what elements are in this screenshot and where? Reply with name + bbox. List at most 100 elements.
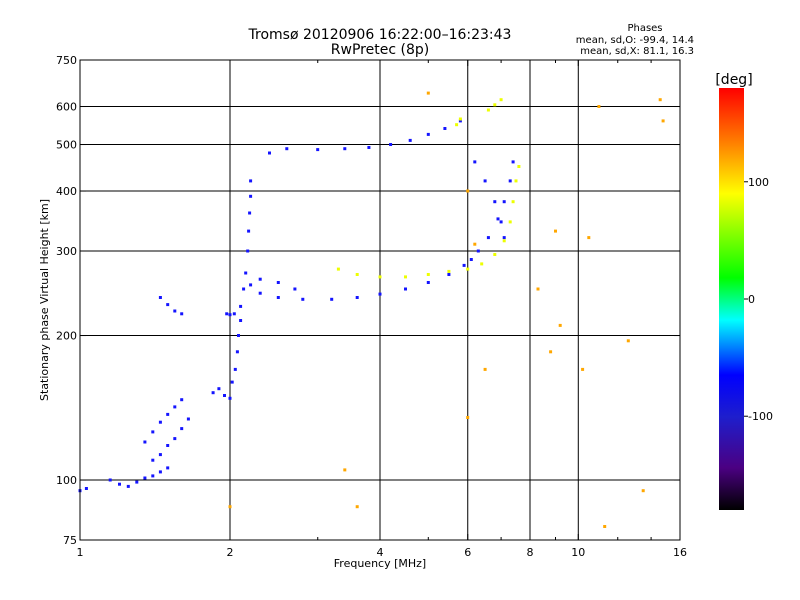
data-point [180,312,184,316]
data-point [223,394,226,397]
data-point [626,339,630,343]
grid-layer [80,60,680,540]
colorbar-tick-label: 0 [748,293,755,306]
data-point [180,427,184,431]
data-point [480,262,484,266]
data-point [511,200,515,204]
y-tick-label: 750 [56,54,77,67]
data-point [186,417,190,421]
data-point [502,200,506,204]
data-point [330,297,334,301]
y-tick-label: 200 [56,330,77,343]
data-point [211,391,215,395]
data-point [458,117,462,121]
data-point [508,179,512,183]
data-point [258,277,262,281]
stats-o-line: mean, sd,O: -99.4, 14.4 [576,35,694,46]
data-point [158,420,162,424]
y-tick-label: 600 [56,101,77,114]
data-point [293,287,297,291]
data-point [126,484,130,488]
data-point [426,273,430,276]
data-point [151,474,155,478]
y-tick-label: 300 [56,245,77,258]
data-point [258,291,262,295]
data-point [554,229,557,233]
data-point [301,297,305,301]
data-point [508,220,512,224]
data-point [514,179,518,183]
data-point [246,249,250,253]
data-point [237,334,240,337]
data-point [493,103,497,107]
data-point [276,281,280,284]
data-point [466,189,470,193]
data-point [343,147,347,151]
data-point [151,458,155,462]
data-point [225,312,229,316]
data-point [166,303,170,307]
data-point [228,505,232,509]
data-point [549,350,553,354]
data-point [493,253,497,256]
data-point [166,412,170,416]
data-point [143,440,147,444]
data-point [108,478,112,482]
data-point [343,468,347,472]
data-point [239,319,243,322]
colorbar-tick-label: 100 [748,176,769,189]
colorbar-ticks: 100 0 -100 [744,176,773,423]
data-point [426,132,430,136]
data-point [511,160,515,164]
data-point [151,430,155,434]
data-point [493,200,497,204]
data-point [158,470,162,474]
data-point [502,236,506,240]
x-tick-label: 6 [464,546,471,559]
y-tick-label: 75 [63,534,77,547]
x-axis-label: Frequency [MHz] [334,557,426,570]
data-point [426,91,430,95]
data-point [496,217,500,221]
data-point [235,350,239,354]
data-point [180,398,184,402]
data-point [658,98,662,102]
y-axis-label: Stationary phase Virtual Height [km] [38,199,51,401]
data-point [462,263,466,267]
chart-subtitle: RwPretec (8p) [331,42,429,58]
data-point [499,98,503,102]
data-point [135,480,139,484]
y-tick-label: 500 [56,139,77,152]
x-tick-label: 2 [227,546,234,559]
data-point [455,123,459,127]
data-point [249,283,253,287]
data-point [249,194,253,198]
data-point [558,323,562,327]
data-point [239,304,243,308]
data-point [473,242,477,246]
data-point [166,444,170,447]
data-point [483,367,487,371]
data-point [378,292,382,296]
x-tick-label: 8 [527,546,534,559]
x-axis: 1 2 4 6 8 10 16 [77,60,687,559]
x-tick-label: 1 [77,546,84,559]
data-point [173,405,177,409]
data-point [355,296,359,299]
data-point [336,267,340,271]
data-point [476,249,480,253]
data-point [285,147,289,151]
data-point [143,476,147,480]
stats-heading: Phases [627,23,662,34]
data-points-layer [78,91,665,528]
data-point [408,138,412,142]
data-point [641,489,645,493]
chart-title: Tromsø 20120906 16:22:00–16:23:43 [248,27,512,43]
data-point [499,220,503,224]
data-point [268,151,271,155]
y-axis: 75 100 200 300 400 500 600 750 [56,54,680,547]
data-point [502,239,506,243]
data-point [118,482,121,486]
data-point [217,387,221,391]
